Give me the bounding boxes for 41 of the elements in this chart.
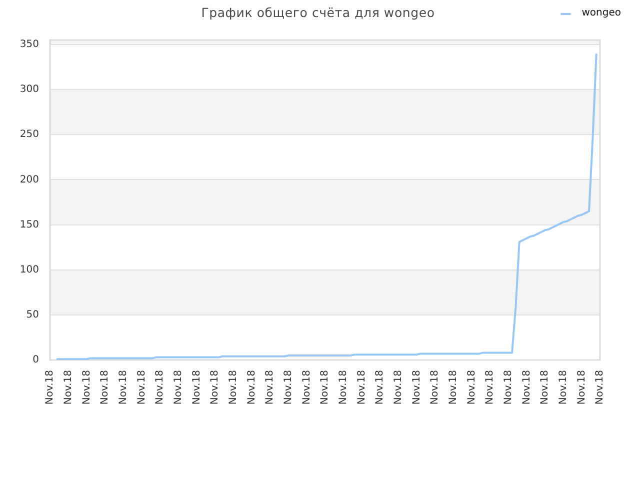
x-tick-label: Nov.18 <box>264 370 276 405</box>
y-tick-label: 100 <box>20 264 39 276</box>
x-tick-label: Nov.18 <box>210 370 221 405</box>
x-tick-label: Nov.18 <box>228 370 239 405</box>
x-tick-label: Nov.18 <box>136 370 148 405</box>
y-tick-label: 300 <box>20 84 39 96</box>
x-tick-label: Nov.18 <box>100 370 111 405</box>
x-tick-label: Nov.18 <box>191 370 202 405</box>
x-tick-label: Nov.18 <box>521 370 532 405</box>
x-tick-label: Nov.18 <box>356 370 368 405</box>
x-tick-label: Nov.18 <box>118 370 129 405</box>
legend-label: wongeo <box>582 8 622 19</box>
x-tick-label: Nov.18 <box>448 370 459 405</box>
y-tick-label: 250 <box>20 129 39 140</box>
x-tick-label: Nov.18 <box>246 370 258 405</box>
x-tick-label: Nov.18 <box>172 370 184 405</box>
x-tick-label: Nov.18 <box>338 370 349 405</box>
y-tick-label: 150 <box>20 219 39 230</box>
x-tick-label: Nov.18 <box>320 370 331 405</box>
x-tick-label: Nov.18 <box>502 370 514 405</box>
y-tick-label: 0 <box>32 354 39 366</box>
x-tick-label: Nov.18 <box>430 370 441 405</box>
x-tick-label: Nov.18 <box>558 370 569 405</box>
x-tick-label: Nov.18 <box>301 370 312 405</box>
x-tick-label: Nov.18 <box>44 370 56 405</box>
x-tick-label: Nov.18 <box>81 370 92 405</box>
y-tick-label: 350 <box>20 39 39 50</box>
x-tick-label: Nov.18 <box>62 370 74 405</box>
x-tick-label: Nov.18 <box>594 370 606 405</box>
x-tick-label: Nov.18 <box>282 370 294 405</box>
y-tick-label: 50 <box>26 310 39 321</box>
x-tick-label: Nov.18 <box>540 370 551 405</box>
x-tick-label: Nov.18 <box>576 370 588 405</box>
x-tick-label: Nov.18 <box>484 370 496 405</box>
y-tick-label: 200 <box>20 174 39 186</box>
x-tick-label: Nov.18 <box>392 370 404 405</box>
x-tick-label: Nov.18 <box>411 370 422 405</box>
chart-title: График общего счёта для wongeo <box>201 5 435 20</box>
x-tick-label: Nov.18 <box>154 370 166 405</box>
x-tick-label: Nov.18 <box>374 370 386 405</box>
x-tick-label: Nov.18 <box>466 370 478 405</box>
